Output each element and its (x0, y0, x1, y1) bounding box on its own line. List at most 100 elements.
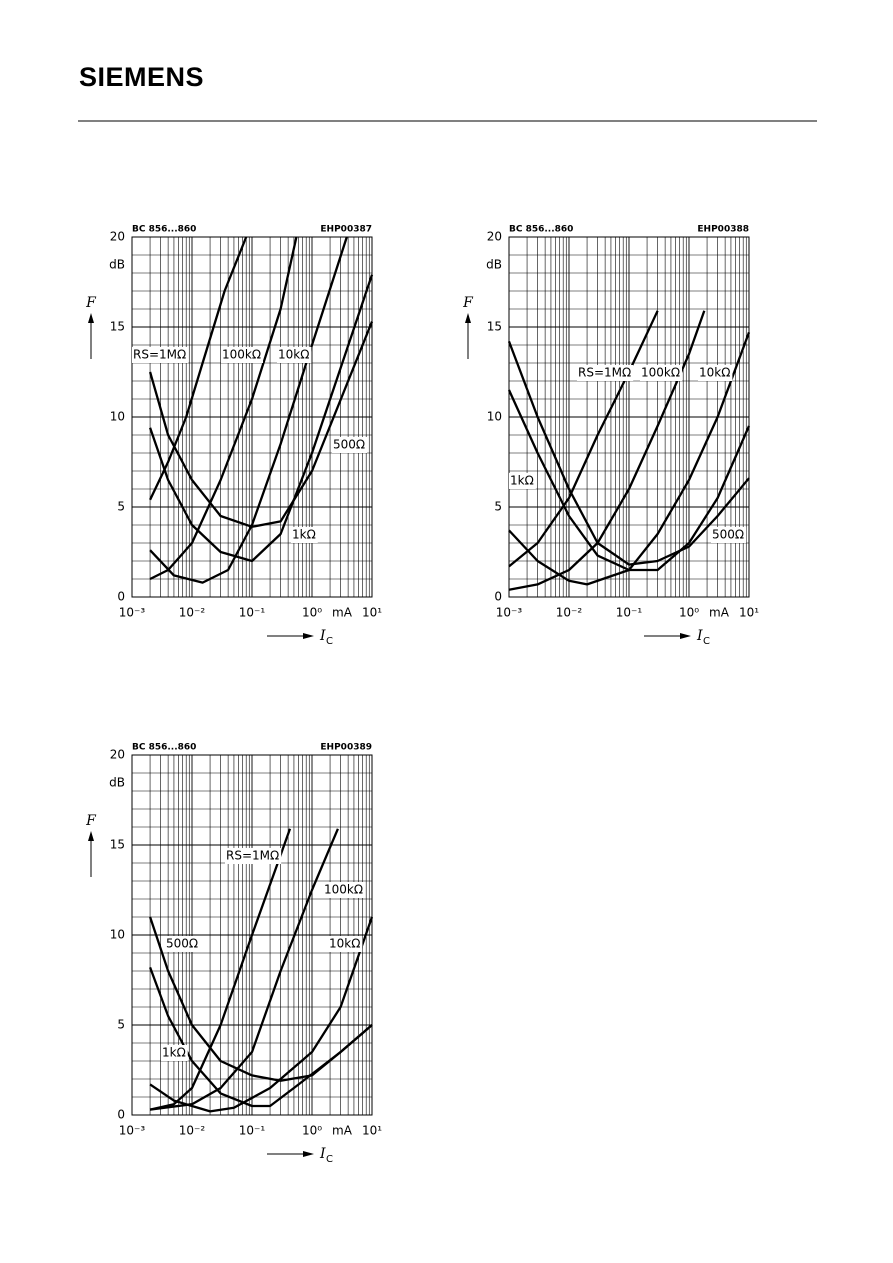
series-line (507, 389, 751, 572)
x-tick-label: 10¹ (362, 1124, 382, 1138)
x-tick-label: 10⁰ (302, 606, 322, 620)
series-label: 500Ω (333, 438, 365, 452)
series-label: RS=1MΩ (226, 849, 279, 863)
chart-code: BC 856...860 (132, 743, 196, 753)
y-arrow-head (88, 313, 94, 323)
y-tick-label: 20 (487, 230, 502, 244)
series-label-bg (509, 473, 536, 489)
x-axis-label-sub: C (326, 636, 333, 647)
y-tick-label: 10 (487, 410, 502, 424)
y-unit: dB (109, 776, 125, 790)
x-tick-label: 10⁻² (179, 1124, 206, 1138)
x-tick-label: 10⁻¹ (239, 1124, 266, 1138)
y-axis-label: F (85, 813, 97, 829)
y-tick-label: 20 (110, 748, 125, 762)
y-unit: dB (109, 258, 125, 272)
x-tick-label: 10⁻² (179, 606, 206, 620)
y-tick-label: 5 (117, 500, 125, 514)
x-tick-label: 10⁻³ (119, 1124, 146, 1138)
x-arrow-head (680, 633, 691, 639)
x-unit: mA (332, 606, 353, 620)
series-label: 10kΩ (329, 937, 360, 951)
y-arrow-head (465, 313, 471, 323)
series-line (149, 967, 373, 1108)
chart-code: BC 856...860 (509, 225, 573, 235)
x-tick-label: 10¹ (362, 606, 382, 620)
x-axis-label: I (319, 628, 326, 644)
series-label-bg (165, 936, 201, 952)
series-label-bg (221, 347, 264, 363)
y-tick-label: 0 (494, 590, 502, 604)
x-tick-label: 10⁻³ (119, 606, 146, 620)
y-unit: dB (486, 258, 502, 272)
series-label-bg (698, 365, 733, 381)
series-label: RS=1MΩ (133, 348, 186, 362)
x-unit: mA (709, 606, 730, 620)
series-line (148, 321, 374, 528)
series-label-bg (225, 848, 282, 864)
series-label-bg (577, 365, 634, 381)
y-tick-label: 10 (110, 928, 125, 942)
x-axis-label-sub: C (326, 1154, 333, 1165)
x-tick-label: 10⁻¹ (239, 606, 266, 620)
series-label: 500Ω (166, 937, 198, 951)
chart-code: BC 856...860 (132, 225, 196, 235)
series-label: 100kΩ (222, 348, 261, 362)
x-arrow-head (303, 633, 314, 639)
series-line (149, 916, 374, 1113)
y-tick-label: 0 (117, 1108, 125, 1122)
series-label: 10kΩ (699, 366, 730, 380)
x-axis-label-sub: C (703, 636, 710, 647)
x-axis-label: I (696, 628, 703, 644)
x-arrow-head (303, 1151, 314, 1157)
series-line (149, 236, 248, 501)
series-label: 500Ω (712, 528, 744, 542)
series-label-bg (291, 527, 318, 543)
series-line (149, 274, 374, 563)
y-axis-label: F (462, 295, 474, 311)
y-tick-label: 5 (117, 1018, 125, 1032)
series-label: RS=1MΩ (578, 366, 631, 380)
series-label-bg (332, 437, 368, 453)
series-line (149, 828, 292, 1111)
series-label-bg (323, 882, 366, 898)
x-tick-label: 10⁰ (302, 1124, 322, 1138)
logo: SIEMENS (79, 62, 204, 92)
x-tick-label: 10⁻¹ (616, 606, 643, 620)
x-unit: mA (332, 1124, 353, 1138)
y-tick-label: 0 (117, 590, 125, 604)
series-label: 1kΩ (292, 528, 316, 542)
y-tick-label: 15 (487, 320, 502, 334)
series-label: 1kΩ (162, 1046, 186, 1060)
figure-id: EHP00388 (697, 225, 749, 235)
y-tick-label: 10 (110, 410, 125, 424)
series-label-bg (640, 365, 683, 381)
x-tick-label: 10⁰ (679, 606, 699, 620)
series-label: 100kΩ (324, 883, 363, 897)
series-label-bg (277, 347, 312, 363)
x-tick-label: 10¹ (739, 606, 759, 620)
x-axis-label: I (319, 1146, 326, 1162)
series-label-bg (328, 936, 363, 952)
series-line (149, 828, 339, 1111)
y-tick-label: 5 (494, 500, 502, 514)
figure-id: EHP00389 (320, 743, 372, 753)
y-axis-label: F (85, 295, 97, 311)
series-label-bg (132, 347, 189, 363)
series-line (149, 236, 298, 581)
series-label-bg (161, 1045, 188, 1061)
x-tick-label: 10⁻³ (496, 606, 523, 620)
series-line (508, 310, 659, 568)
y-tick-label: 20 (110, 230, 125, 244)
y-tick-label: 15 (110, 320, 125, 334)
series-label: 1kΩ (510, 474, 534, 488)
series-label: 100kΩ (641, 366, 680, 380)
y-tick-label: 15 (110, 838, 125, 852)
series-label: 10kΩ (278, 348, 309, 362)
series-line (507, 340, 750, 566)
series-label-bg (711, 527, 747, 543)
x-tick-label: 10⁻² (556, 606, 583, 620)
y-arrow-head (88, 831, 94, 841)
figure-id: EHP00387 (320, 225, 372, 235)
